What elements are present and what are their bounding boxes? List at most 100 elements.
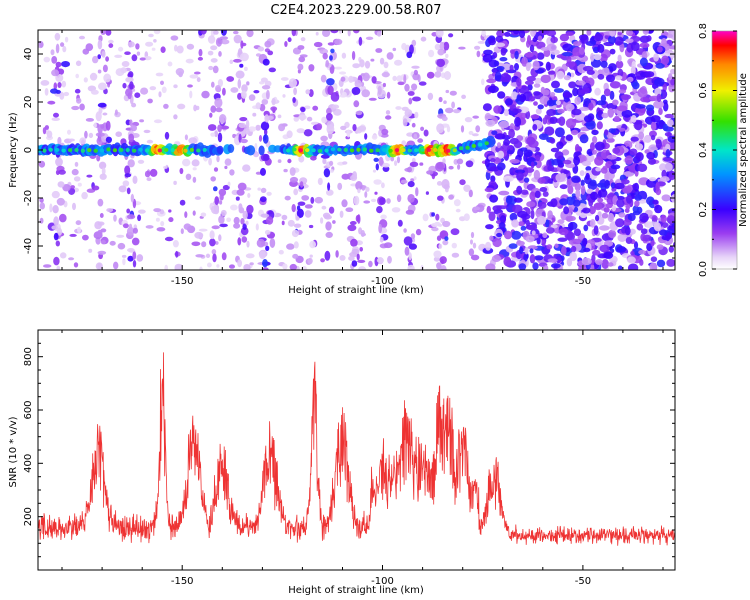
spectrogram-cell (298, 148, 303, 153)
spectrogram-cell (573, 156, 580, 166)
spectrogram-cell (506, 30, 515, 33)
spectrogram-cell (187, 84, 193, 88)
spectrogram-cell (173, 180, 177, 185)
spectrogram-cell (524, 247, 529, 255)
spectrogram-cell (53, 232, 59, 241)
spectrogram-cell (407, 181, 415, 188)
spectrogram-cell (582, 207, 591, 214)
spectrogram-cell (481, 30, 487, 37)
spectrogram-cell (403, 74, 407, 84)
spectrogram-cell (547, 210, 553, 220)
spectrogram-cell (196, 148, 201, 153)
spectrogram-cell (402, 118, 408, 127)
spectrogram-cell (553, 88, 565, 93)
spectrogram-cell (262, 259, 268, 268)
spectrogram-cell (75, 73, 79, 79)
spectrogram-cell (498, 190, 510, 196)
spectrogram-cell (338, 30, 343, 34)
spectrogram-cell (101, 50, 106, 58)
y-tick-label: 800 (23, 347, 34, 366)
spectrogram-cell (153, 39, 157, 43)
spectrogram-cell (526, 136, 536, 145)
spectrogram-cell (357, 125, 367, 132)
spectrogram-cell (51, 190, 60, 199)
spectrogram-cell (443, 71, 452, 80)
spectrogram-cell (546, 109, 557, 116)
spectrogram-cell (118, 185, 127, 193)
spectrogram-cell (219, 193, 224, 201)
spectrogram-cell (255, 223, 259, 231)
spectrogram-cell (240, 40, 244, 49)
spectrogram-cell (215, 241, 219, 245)
spectrogram-cell (86, 174, 93, 178)
spectrogram-cell (260, 77, 268, 83)
spectrogram-cell (51, 117, 60, 121)
spectrogram-cell (339, 255, 346, 261)
spectrogram-cell (227, 181, 231, 187)
spectrogram-cell (668, 246, 674, 253)
spectrogram-cell (403, 228, 407, 233)
spectrogram-cell (182, 158, 191, 167)
spectrogram-cell (146, 139, 154, 144)
spectrogram-cell (310, 196, 315, 204)
spectrogram-cell (638, 249, 646, 255)
spectrogram-cell (267, 50, 274, 56)
spectrogram-cell (561, 245, 567, 256)
spectrogram-cell (496, 232, 503, 238)
spectrogram-cell (565, 103, 575, 112)
spectrogram-cell (103, 73, 112, 83)
spectrogram-cell (98, 82, 107, 91)
spectrogram-cell (382, 162, 390, 168)
spectrogram-cell (341, 91, 347, 98)
spectrogram-cell (343, 147, 348, 152)
spectrogram-cell (56, 227, 63, 236)
spectrogram-cell (270, 106, 278, 112)
spectrogram-cell (662, 156, 673, 162)
spectrogram-cell (520, 225, 527, 231)
spectrogram-cell (494, 71, 502, 82)
snr-y-axis-label: SNR (10 * v/v) (8, 416, 19, 487)
spectrogram-cell (572, 199, 581, 207)
spectrogram-cell (221, 252, 227, 261)
spectrogram-cell (445, 89, 450, 94)
spectrogram-cell (264, 229, 271, 235)
spectrogram-cell (451, 252, 460, 258)
colorbar: 0.0 0.2 0.4 0.6 0.8 Normalized spectral ampl… (698, 23, 749, 277)
spectrogram-cell (161, 86, 167, 94)
spectrogram-cell (56, 265, 61, 270)
spectrogram-cell (363, 200, 371, 204)
spectrogram-cell (375, 148, 380, 153)
spectrogram-cell (581, 257, 592, 266)
spectrogram-cell (542, 232, 548, 239)
spectrogram-cell (308, 224, 314, 229)
spectrogram-cell (574, 143, 580, 153)
spectrogram-cell (55, 147, 60, 152)
spectrogram-cell (183, 148, 188, 153)
spectrogram-cell (127, 255, 134, 262)
spectrogram-cell (265, 245, 270, 251)
spectrogram-cell (663, 101, 669, 112)
spectrogram-cell (341, 199, 348, 208)
spectrogram-cell (139, 119, 145, 123)
spectrogram-cell (229, 169, 235, 176)
spectrogram-cell (255, 124, 261, 131)
spectrogram-cell (639, 259, 644, 266)
spectrogram-cell (385, 110, 391, 115)
spectrogram-cell (368, 260, 373, 268)
spectrogram-cell (353, 100, 360, 108)
spectrogram-cell (615, 195, 625, 201)
spectrogram-cell (134, 92, 141, 98)
spectrogram-cell (493, 105, 502, 114)
spectrogram-cell (395, 106, 402, 110)
spectrogram-cell (486, 205, 491, 214)
spectrogram-cell (245, 220, 249, 226)
spectrogram-cell (590, 263, 595, 270)
spectrogram-cell (322, 52, 328, 60)
spectrogram-cell (131, 237, 140, 246)
spectrogram-cell (640, 97, 650, 103)
spectrogram-cell (565, 118, 577, 129)
spectrogram-cell (238, 203, 243, 211)
spectrogram-cell (456, 158, 464, 165)
spectrogram-cell (198, 48, 203, 57)
spectrogram-cell (309, 240, 316, 249)
